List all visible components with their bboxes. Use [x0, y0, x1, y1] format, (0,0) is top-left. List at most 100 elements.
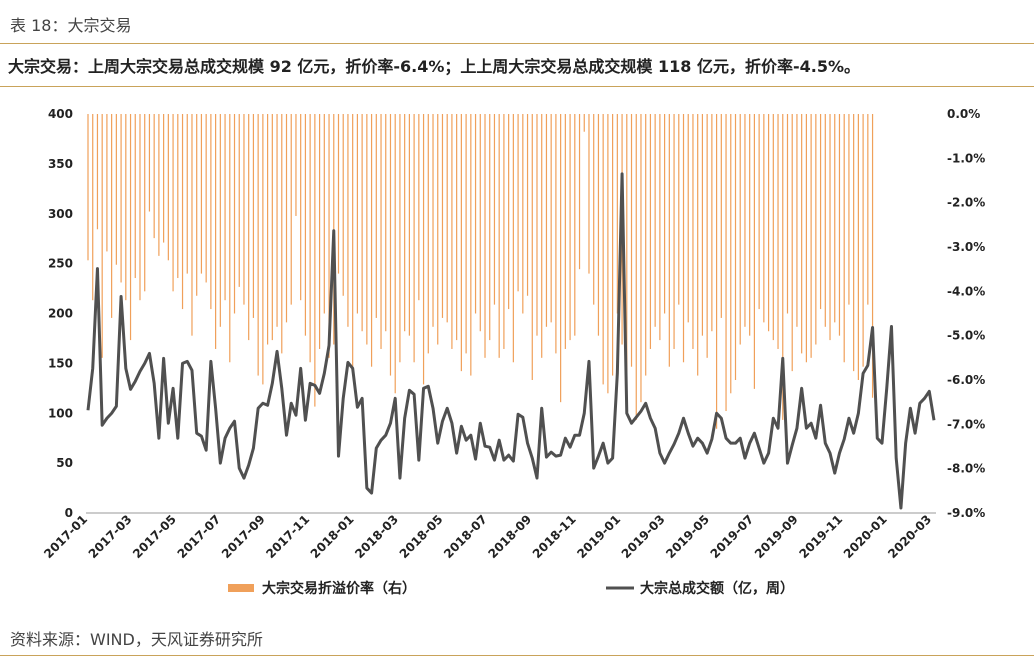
discount-bar — [772, 114, 774, 341]
discount-bar — [678, 114, 680, 305]
discount-bar — [786, 114, 789, 314]
discount-bar — [640, 114, 642, 403]
x-axis-ticks: 2017-012017-032017-052017-072017-092017-… — [41, 512, 934, 561]
discount-bar — [593, 114, 595, 305]
discount-bar — [626, 114, 628, 389]
discount-bar — [635, 114, 637, 420]
right-axis-ticks: 0.0% -1.0% -2.0% -3.0% -4.0% -5.0% -6.0% -7.0% -… — [947, 107, 985, 520]
x-axis-tick-label: 2019-03 — [619, 512, 668, 561]
discount-bar — [115, 114, 117, 265]
right-axis-tick-label: -7.0% — [947, 417, 985, 431]
discount-bar — [512, 114, 514, 363]
discount-bar — [281, 114, 283, 354]
discount-bar — [399, 114, 401, 363]
right-axis-tick-label: -4.0% — [947, 284, 985, 298]
discount-bar — [224, 114, 226, 301]
discount-bar — [711, 114, 713, 332]
discount-bar — [503, 114, 505, 349]
discount-bar — [106, 114, 108, 252]
discount-bar — [555, 114, 557, 354]
turnover-line — [86, 172, 936, 510]
discount-bar — [101, 114, 103, 358]
discount-bar — [668, 114, 670, 367]
discount-bar — [267, 114, 269, 345]
discount-bar — [853, 114, 855, 372]
discount-bar — [753, 114, 755, 389]
discount-bar — [219, 114, 221, 327]
x-axis-tick-label: 2018-07 — [441, 512, 490, 561]
discount-bar — [489, 114, 491, 341]
discount-bar — [871, 114, 874, 398]
discount-bar — [612, 114, 614, 376]
left-axis-ticks: 400 350 300 250 200 150 100 50 0 — [48, 107, 73, 520]
discount-bar — [380, 114, 382, 349]
discount-bar — [276, 114, 278, 327]
discount-bar — [782, 114, 784, 420]
discount-bar — [465, 114, 467, 354]
discount-bar — [777, 114, 779, 349]
x-axis-tick-label: 2017-03 — [86, 512, 135, 561]
discount-bar — [725, 114, 727, 412]
discount-bar — [734, 114, 737, 380]
discount-bar — [290, 114, 292, 305]
discount-bar — [588, 114, 590, 274]
discount-bar — [177, 114, 179, 279]
discount-bar — [456, 114, 458, 341]
discount-bar — [375, 114, 377, 318]
left-axis-tick-label: 400 — [48, 107, 73, 121]
discount-bar — [829, 114, 831, 341]
discount-rate-bars — [87, 114, 874, 429]
x-axis-tick-label: 2018-05 — [397, 512, 446, 561]
discount-bar — [318, 114, 321, 349]
discount-bar — [120, 114, 122, 283]
discount-bar — [262, 114, 264, 385]
discount-bar — [460, 114, 462, 372]
discount-bar — [404, 114, 406, 332]
discount-bar — [366, 114, 368, 345]
left-axis-tick-label: 350 — [48, 157, 73, 171]
discount-bar — [739, 114, 741, 345]
discount-bar — [654, 114, 656, 327]
left-axis-tick-label: 200 — [48, 307, 73, 321]
discount-bar — [337, 114, 340, 274]
discount-bar — [92, 114, 94, 301]
discount-bar — [361, 114, 363, 332]
discount-bar — [413, 114, 415, 363]
middle-rule — [0, 86, 1034, 87]
right-axis-tick-label: -2.0% — [947, 196, 985, 210]
right-axis-tick-label: 0.0% — [947, 107, 980, 121]
discount-bar — [196, 114, 198, 296]
discount-bar — [749, 114, 751, 336]
discount-bar — [493, 114, 496, 305]
discount-bar — [167, 114, 169, 261]
discount-bar — [314, 114, 316, 407]
discount-bar — [838, 114, 841, 336]
discount-bar — [144, 114, 146, 292]
right-axis-tick-label: -3.0% — [947, 240, 985, 254]
bottom-rule — [0, 655, 1034, 656]
discount-bar — [824, 114, 826, 327]
discount-bar — [389, 114, 392, 376]
discount-bar — [172, 114, 174, 292]
discount-bar — [843, 114, 845, 363]
discount-bar — [186, 114, 188, 274]
discount-bar — [574, 114, 576, 336]
discount-bar — [87, 114, 89, 261]
discount-bar — [541, 114, 543, 358]
discount-bar — [352, 114, 354, 372]
discount-bar — [801, 114, 803, 354]
discount-bar — [597, 114, 600, 336]
discount-bar — [569, 114, 571, 341]
right-axis-tick-label: -6.0% — [947, 373, 985, 387]
x-axis-tick-label: 2019-09 — [752, 512, 801, 561]
discount-bar — [484, 114, 486, 358]
discount-bar — [560, 114, 562, 403]
discount-bar — [526, 114, 529, 296]
discount-bar — [470, 114, 472, 376]
discount-bar — [602, 114, 604, 385]
discount-bar — [233, 114, 236, 314]
discount-bar — [342, 114, 344, 296]
discount-bar — [441, 114, 444, 318]
discount-bar — [659, 114, 661, 341]
discount-bar — [536, 114, 538, 336]
